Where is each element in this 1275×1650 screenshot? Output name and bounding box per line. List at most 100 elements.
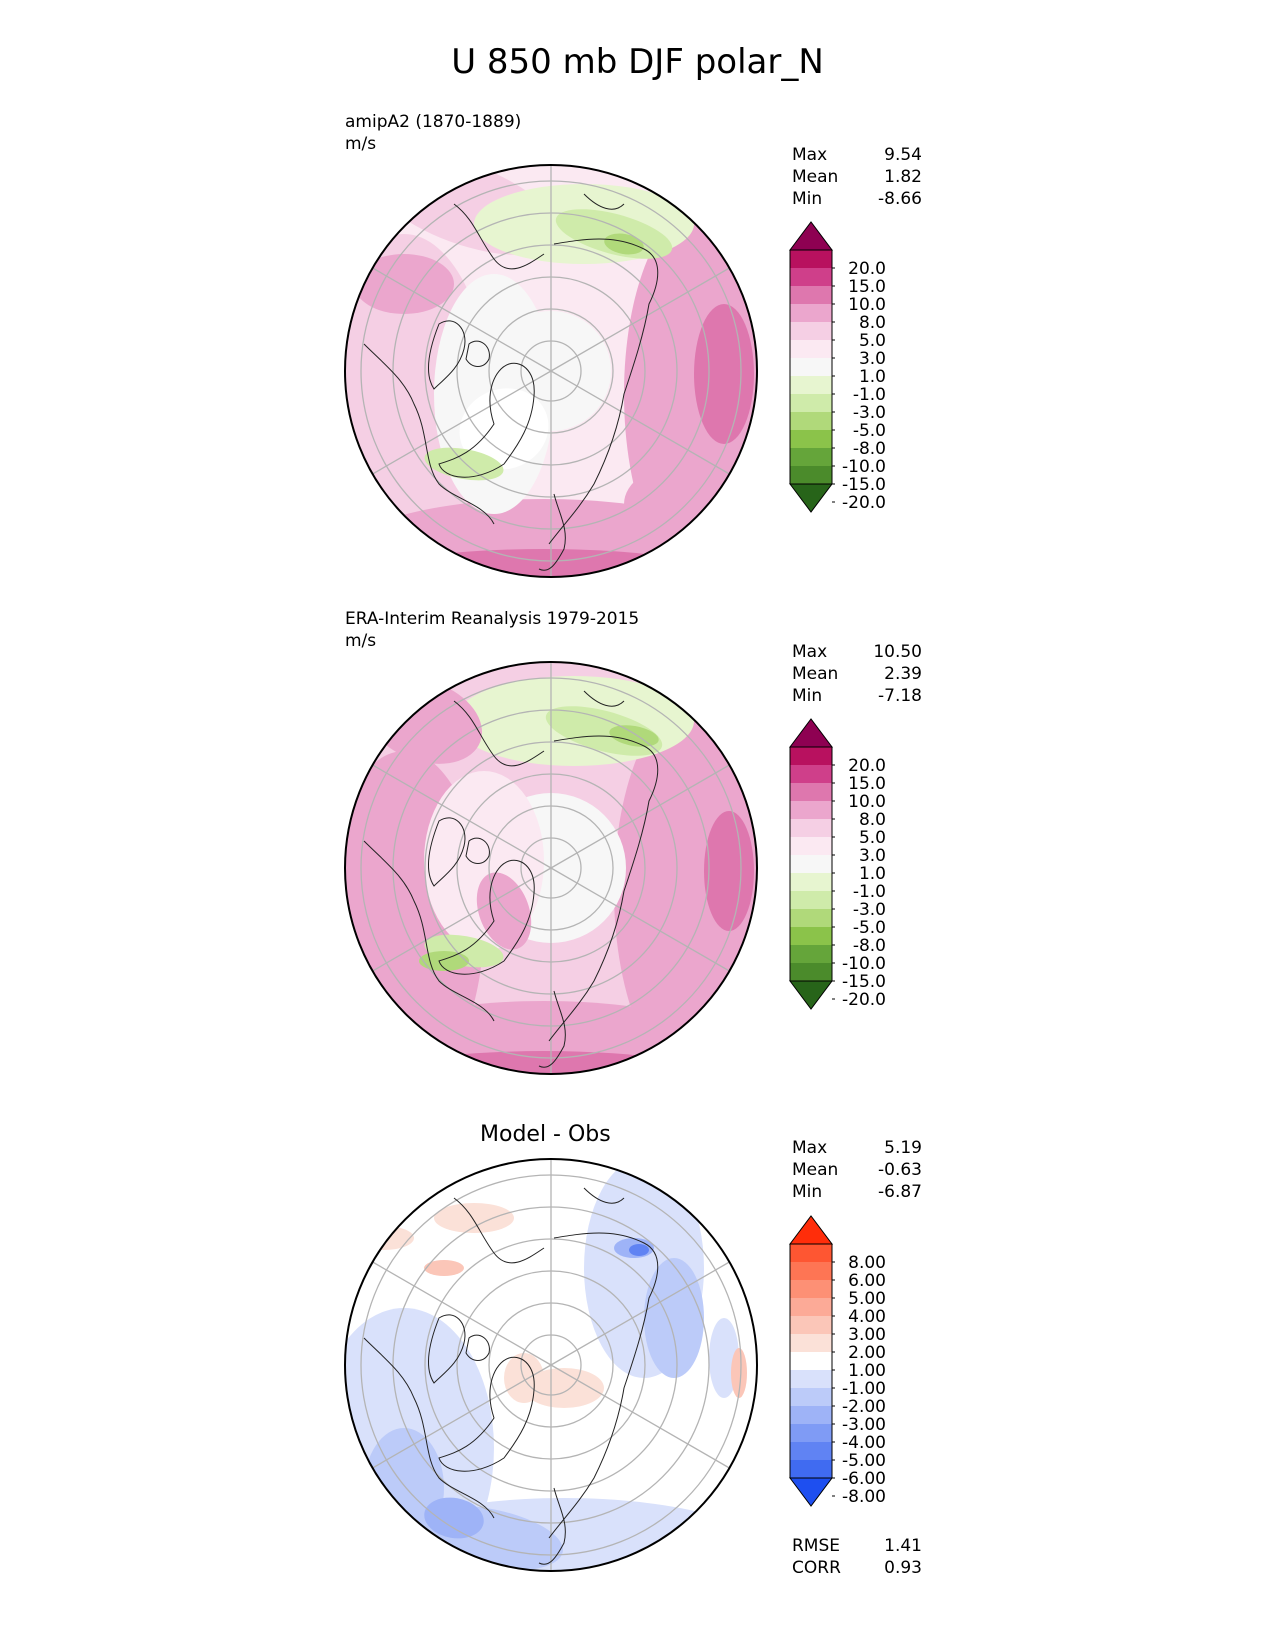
colorbar1-band — [790, 304, 832, 322]
panel1-polar-map — [344, 164, 758, 578]
colorbar1-tick-label: -3.0 — [853, 403, 886, 423]
coastline — [428, 817, 466, 887]
meridian-line — [372, 867, 552, 972]
panel1-field-contour — [424, 447, 504, 481]
colorbar2-band — [790, 873, 832, 891]
panel1-field-contour — [604, 233, 644, 255]
coastline — [438, 362, 535, 478]
colorbar3-band — [790, 1442, 832, 1460]
colorbar3-tick-label: -5.00 — [842, 1451, 886, 1471]
panel1-dataset: amipA2 (1870-1889) — [345, 112, 522, 132]
meridian-line — [550, 867, 730, 972]
stat-label-mean: Mean — [792, 1160, 839, 1180]
colorbar2-band — [790, 891, 832, 909]
coastline — [538, 990, 566, 1068]
colorbar2-tick-label: -20.0 — [842, 990, 886, 1010]
coastline — [428, 1314, 466, 1384]
colorbar2-band — [790, 837, 832, 855]
coastline — [548, 1232, 659, 1539]
meridian-line — [550, 370, 730, 475]
panel3-coastlines — [363, 1187, 659, 1565]
stat-label-rmse: RMSE — [792, 1536, 841, 1556]
colorbar1-extend-min — [789, 483, 833, 513]
coastline — [363, 343, 495, 525]
panel1-field-contour — [624, 464, 744, 544]
panel3-rmse: 1.41 — [884, 1536, 922, 1556]
panel2-field-contour — [364, 1051, 724, 1074]
panel1-field — [345, 165, 757, 577]
panel3-field-contour — [644, 1258, 704, 1378]
colorbar2-band — [790, 945, 832, 963]
colorbar1-tick-label: 5.0 — [859, 331, 886, 351]
colorbar1-tick-label: 1.0 — [859, 367, 886, 387]
colorbar3-tick-label: 3.00 — [848, 1325, 886, 1345]
colorbar3-band — [790, 1370, 832, 1388]
stat-label-min: Min — [792, 1182, 823, 1202]
colorbar3-outline — [789, 1243, 833, 1479]
colorbar2-tick-label: 3.0 — [859, 846, 886, 866]
panel3-stats: Max 5.19 Mean -0.63 Min -6.87 — [792, 1137, 922, 1203]
colorbar1-band — [790, 412, 832, 430]
panel3-polar-map — [344, 1158, 758, 1572]
colorbar1-band — [790, 376, 832, 394]
colorbar3-band — [790, 1460, 832, 1478]
panel2-coastlines — [363, 690, 659, 1068]
colorbar2-band — [790, 747, 832, 765]
panel1-stats: Max 9.54 Mean 1.82 Min -8.66 — [792, 144, 922, 210]
colorbar2-band — [790, 909, 832, 927]
colorbar3-tick-label: -8.00 — [842, 1487, 886, 1507]
panel1-coastlines — [363, 193, 659, 571]
panel2-stats: Max 10.50 Mean 2.39 Min -7.18 — [792, 641, 922, 707]
panel3-field-contour — [629, 1244, 649, 1256]
panel2-polar-map — [344, 661, 758, 1075]
meridian-line — [550, 1364, 730, 1469]
panel3-title: Model - Obs — [480, 1122, 611, 1147]
colorbar3-band — [790, 1316, 832, 1334]
colorbar3-tick-label: -4.00 — [842, 1433, 886, 1453]
colorbar1-tick-label: -8.0 — [853, 439, 886, 459]
panel1-min: -8.66 — [878, 189, 922, 209]
colorbar1-tick-label: -1.0 — [853, 385, 886, 405]
stat-label-corr: CORR — [792, 1558, 841, 1578]
colorbar1-extend-max — [789, 221, 833, 251]
colorbar2-tick-label: 15.0 — [848, 774, 886, 794]
colorbar1-band — [790, 250, 832, 268]
panel3-field-contour — [354, 1226, 414, 1250]
colorbar3-tick-label: -1.00 — [842, 1379, 886, 1399]
colorbar3-tick-label: -3.00 — [842, 1415, 886, 1435]
colorbar3-band — [790, 1280, 832, 1298]
meridian-line — [550, 764, 730, 869]
meridian-line — [550, 1261, 730, 1366]
colorbar1-tick-label: 10.0 — [848, 295, 886, 315]
colorbar1-outline — [789, 249, 833, 485]
colorbar3-band — [790, 1262, 832, 1280]
coastline — [363, 1337, 495, 1519]
coastline — [465, 837, 490, 864]
coastline — [438, 1356, 535, 1472]
colorbar3-band — [790, 1424, 832, 1442]
panel3-field-contour — [434, 1203, 514, 1233]
coastline — [583, 1187, 625, 1204]
panel1-colorbar: 20.015.010.08.05.03.01.0-1.0-3.0-5.0-8.0… — [789, 221, 886, 513]
colorbar2-tick-label: 8.0 — [859, 810, 886, 830]
stat-label-min: Min — [792, 189, 823, 209]
colorbar2-tick-label: 1.0 — [859, 864, 886, 884]
stat-label-mean: Mean — [792, 664, 839, 684]
coastline — [548, 735, 659, 1042]
panel2-label: ERA-Interim Reanalysis 1979-2015 m/s — [345, 608, 639, 652]
colorbar2-outline — [789, 746, 833, 982]
coastline — [548, 238, 659, 545]
coastline — [465, 340, 490, 367]
colorbar2-tick-label: -1.0 — [853, 882, 886, 902]
panel3-graticule — [360, 1159, 742, 1571]
colorbar1-tick-label: 3.0 — [859, 349, 886, 369]
colorbar1-band — [790, 286, 832, 304]
panel3-field-contour — [424, 1260, 464, 1276]
coastline — [465, 1334, 490, 1361]
colorbar2-tick-label: 10.0 — [848, 792, 886, 812]
colorbar2-band — [790, 765, 832, 783]
colorbar2-tick-label: -8.0 — [853, 936, 886, 956]
stat-label-min: Min — [792, 686, 823, 706]
panel3-field-contour — [424, 1497, 484, 1539]
colorbar2-extend-max — [789, 718, 833, 748]
